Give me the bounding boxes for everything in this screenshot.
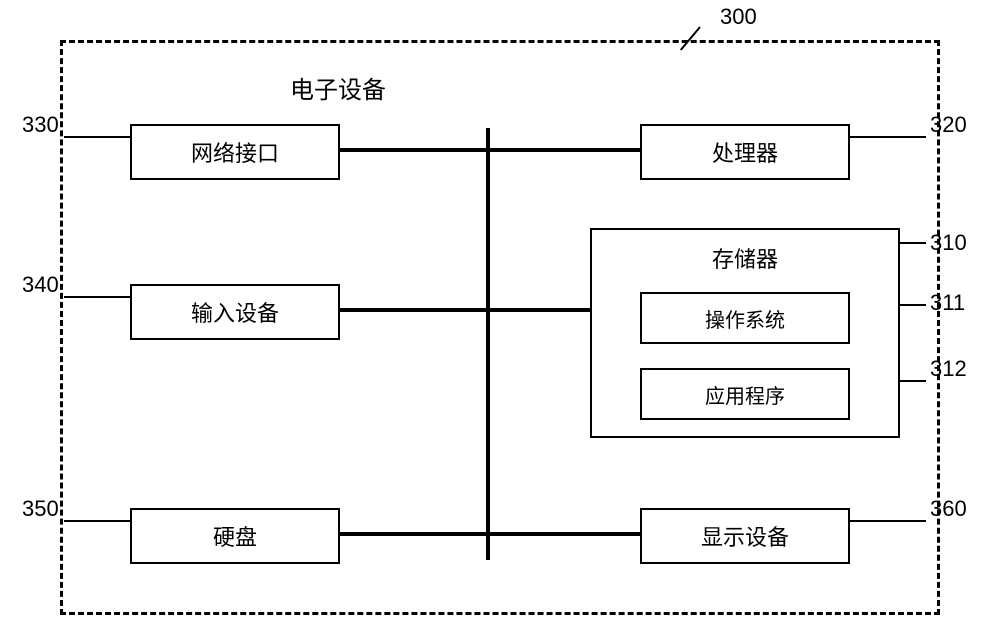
ref-input-device: 340 xyxy=(22,272,59,298)
ref-display: 360 xyxy=(930,496,967,522)
memory-label: 存储器 xyxy=(712,242,778,274)
network-interface-label: 网络接口 xyxy=(191,136,279,168)
ref-disk: 350 xyxy=(22,496,59,522)
refline-memory xyxy=(900,242,926,244)
processor-label: 处理器 xyxy=(712,136,778,168)
app-box: 应用程序 xyxy=(640,368,850,420)
diagram-stage: 电子设备 网络接口 输入设备 硬盘 处理器 存储器 操作系统 应用程序 显示设备… xyxy=(0,0,1000,638)
refline-display xyxy=(850,520,926,522)
ref-os: 311 xyxy=(930,290,965,316)
refline-app xyxy=(900,380,926,382)
ref-app: 312 xyxy=(930,356,967,382)
refline-os xyxy=(900,304,926,306)
display-label: 显示设备 xyxy=(701,520,789,552)
bus-row-2 xyxy=(340,308,590,312)
refline-network-interface xyxy=(64,136,130,138)
os-box: 操作系统 xyxy=(640,292,850,344)
bus-row-1 xyxy=(340,148,640,152)
os-label: 操作系统 xyxy=(705,304,785,333)
disk-box: 硬盘 xyxy=(130,508,340,564)
disk-label: 硬盘 xyxy=(213,520,257,552)
app-label: 应用程序 xyxy=(705,380,785,409)
ref-memory: 310 xyxy=(930,230,967,256)
ref-processor: 320 xyxy=(930,112,967,138)
input-device-box: 输入设备 xyxy=(130,284,340,340)
ref-network-interface: 330 xyxy=(22,112,59,138)
refline-input-device xyxy=(64,296,130,298)
refline-processor xyxy=(850,136,926,138)
input-device-label: 输入设备 xyxy=(191,296,279,328)
device-title: 电子设备 xyxy=(290,70,386,105)
ref-container: 300 xyxy=(720,4,757,30)
processor-box: 处理器 xyxy=(640,124,850,180)
network-interface-box: 网络接口 xyxy=(130,124,340,180)
bus-vertical xyxy=(486,128,490,560)
refline-disk xyxy=(64,520,130,522)
bus-row-3 xyxy=(340,532,640,536)
display-box: 显示设备 xyxy=(640,508,850,564)
